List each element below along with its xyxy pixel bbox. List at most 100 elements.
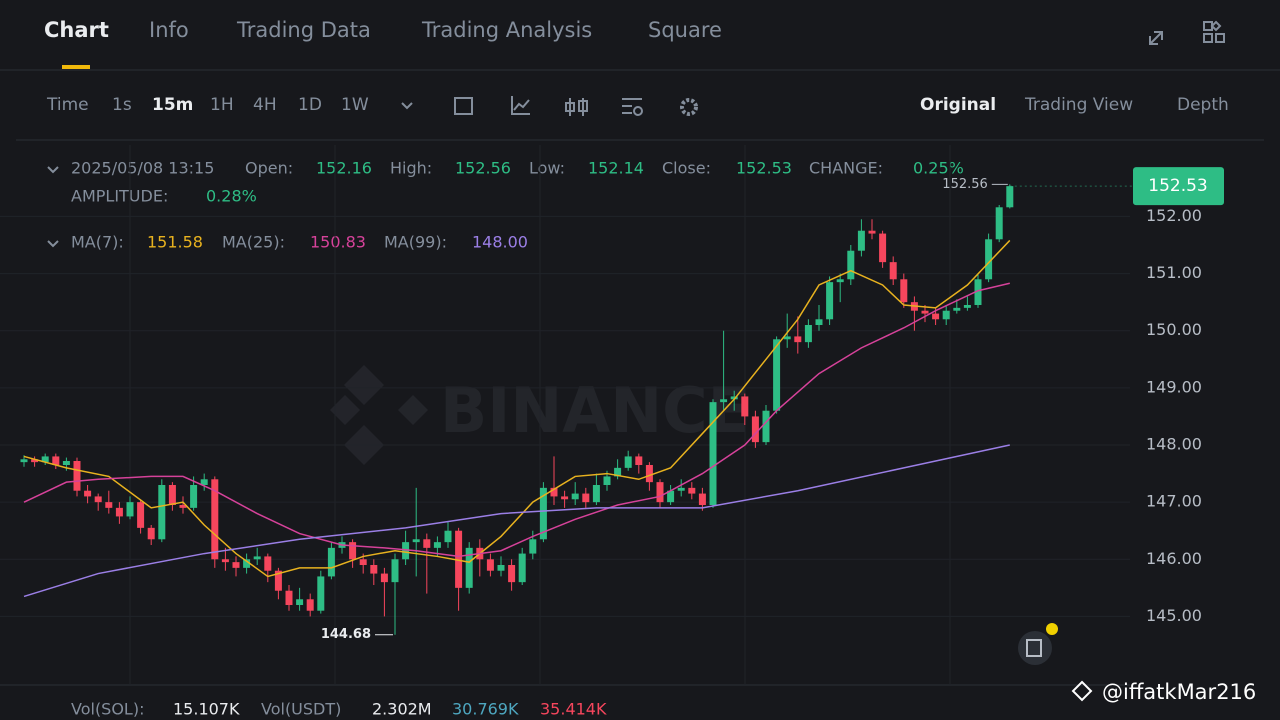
candle-body — [380, 573, 388, 583]
candle-body — [857, 230, 865, 251]
dropdown-icon[interactable] — [401, 102, 413, 110]
candle-body — [730, 396, 738, 400]
candle-body — [953, 307, 961, 311]
icon[interactable] — [454, 97, 473, 115]
view-tab[interactable]: Trading View — [1025, 95, 1134, 115]
label: CHANGE: — [809, 158, 884, 178]
candle-body — [105, 502, 113, 508]
y-tick-label: 146.00 — [1146, 549, 1202, 568]
candle-body — [486, 559, 494, 571]
tab[interactable]: Trading Analysis — [422, 18, 593, 42]
interval[interactable]: Time — [47, 95, 89, 115]
candle-body — [126, 502, 134, 517]
interval[interactable]: 1W — [341, 95, 369, 115]
candle-body — [31, 459, 39, 463]
y-tick-label: 152.00 — [1146, 206, 1202, 225]
candle-body — [412, 539, 420, 543]
candle-body — [624, 456, 632, 468]
interval[interactable]: 15m — [152, 95, 194, 115]
icon[interactable] — [511, 96, 530, 115]
candle-body — [677, 487, 685, 491]
candle-body — [751, 416, 759, 443]
candle-body — [868, 230, 876, 234]
ma-line — [23, 282, 1010, 558]
value: 148.00 — [472, 232, 528, 252]
tab[interactable]: Square — [648, 18, 722, 42]
candle-body — [656, 482, 664, 503]
candle-body — [815, 319, 823, 325]
candle-body — [137, 502, 145, 528]
logo — [330, 365, 428, 465]
view-tab[interactable]: Original — [920, 95, 997, 115]
icon[interactable] — [1203, 20, 1225, 43]
candle-body — [614, 467, 622, 477]
interval[interactable]: 1D — [298, 95, 322, 115]
icon[interactable] — [622, 98, 642, 114]
candle-body — [942, 310, 950, 320]
value: 0.25% — [913, 158, 964, 178]
candle-body — [847, 250, 855, 280]
date: 2025/05/08 13:15 — [71, 158, 215, 178]
candle-body — [985, 239, 993, 280]
candle-body — [168, 485, 176, 505]
candle-body — [158, 485, 166, 540]
candle-body — [773, 339, 781, 411]
y-tick-label: 147.00 — [1146, 492, 1202, 511]
candle-body — [645, 465, 653, 483]
icon[interactable] — [565, 98, 588, 116]
candle-body — [741, 396, 749, 417]
value: 35.414K — [540, 699, 607, 719]
tab[interactable]: Info — [149, 18, 189, 42]
candle-body — [62, 461, 70, 465]
candle-body — [211, 479, 219, 560]
candle-body — [423, 539, 431, 548]
candle-body — [232, 562, 240, 568]
candle-body — [370, 565, 378, 574]
interval[interactable]: 1H — [210, 95, 234, 115]
candle-body — [306, 599, 314, 611]
view-tab[interactable]: Depth — [1177, 95, 1229, 115]
ma-line — [23, 239, 1011, 578]
label: Vol(SOL): — [71, 699, 145, 719]
candle-body — [900, 279, 908, 303]
value: 152.14 — [588, 158, 644, 178]
icon[interactable] — [1149, 31, 1163, 45]
interval[interactable]: 4H — [253, 95, 277, 115]
price-label: 152.53 — [1148, 176, 1207, 196]
candle-body — [635, 456, 643, 465]
plot: 145.00 146.00 147.00 148.00 149.00 150.00 151.… — [0, 145, 1224, 685]
candle-body — [508, 565, 516, 583]
float-button[interactable] — [1018, 631, 1052, 665]
candle-body — [444, 530, 452, 543]
candle-body — [359, 559, 367, 565]
candle-body — [455, 530, 463, 588]
chevron[interactable] — [47, 166, 59, 248]
tab[interactable]: Chart — [44, 18, 109, 42]
badge — [1046, 623, 1058, 635]
candle-body — [709, 402, 717, 505]
label: MA(25): — [222, 232, 285, 252]
tab[interactable]: Trading Data — [237, 18, 371, 42]
candle-body — [253, 556, 261, 560]
interval[interactable]: 1s — [112, 95, 132, 115]
candle-body — [879, 233, 887, 263]
candle-body — [826, 282, 834, 320]
icon[interactable] — [680, 98, 698, 116]
label: Open: — [245, 158, 294, 178]
candle-body — [264, 556, 272, 571]
icon — [1026, 639, 1042, 657]
candle-body — [433, 542, 441, 548]
price-box — [1133, 167, 1224, 206]
candle-body — [1006, 186, 1014, 208]
label: MA(7): — [71, 232, 124, 252]
label: Close: — [662, 158, 711, 178]
candle-body — [147, 527, 155, 540]
label: Vol(USDT) — [261, 699, 342, 719]
label: AMPLITUDE: — [71, 186, 169, 206]
icon[interactable] — [633, 106, 643, 116]
candle-body — [921, 310, 929, 314]
candle-body — [274, 570, 282, 591]
value: 30.769K — [452, 699, 519, 719]
y-tick-label: 150.00 — [1146, 320, 1202, 339]
